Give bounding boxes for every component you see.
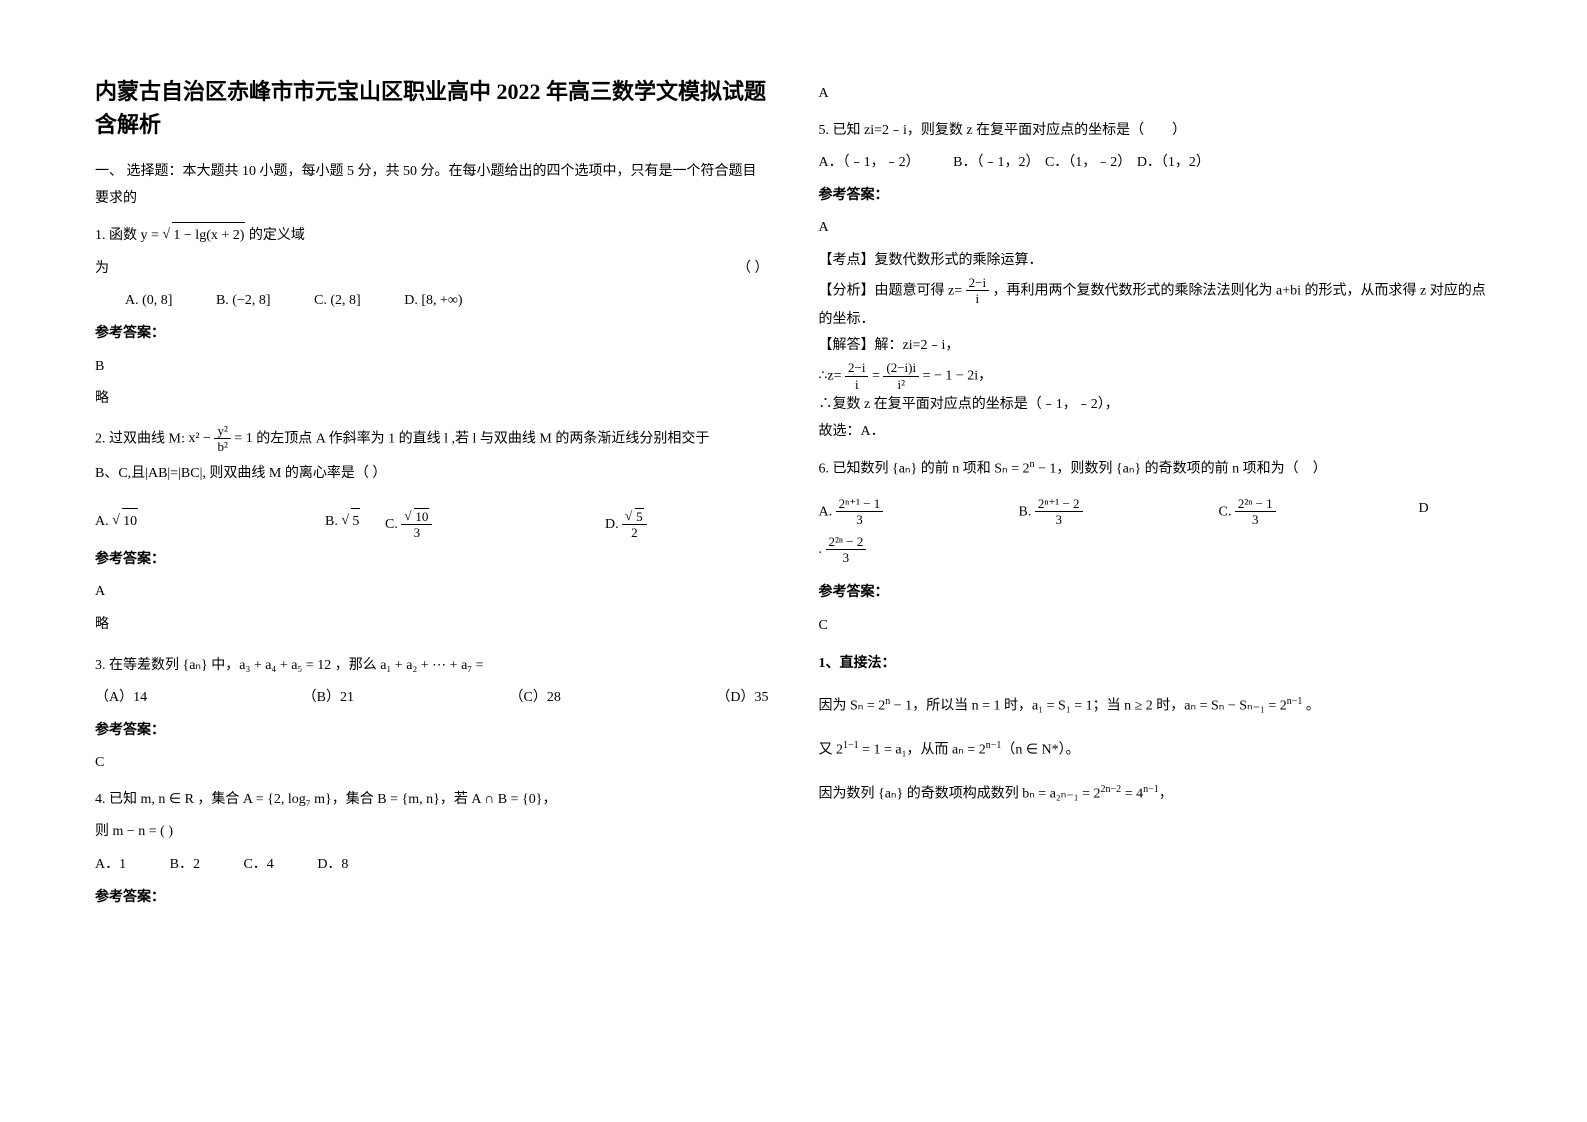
q5-jd4: 故选：A． <box>819 419 1493 446</box>
left-column: 内蒙古自治区赤峰市市元宝山区职业高中 2022 年高三数学文模拟试题含解析 一、… <box>95 75 769 917</box>
q1-suffix: 的定义域 <box>249 228 305 243</box>
q5-ans: A <box>819 215 1493 242</box>
q3-options: （A）14 （B）21 （C）28 （D）35 <box>95 685 769 712</box>
q2-stem: 2. 过双曲线 M: x² − y²b² = 1 的左顶点 A 作斜率为 1 的… <box>95 423 769 455</box>
q1-options: A. (0, 8] B. (−2, 8] C. (2, 8] D. [8, +∞… <box>95 288 769 315</box>
q5-stem: 5. 已知 zi=2﹣i，则复数 z 在复平面对应点的坐标是（ ） <box>819 118 1493 145</box>
q6-expl1: 因为 Sₙ = 2n − 1，所以当 n = 1 时，a₁ = S₁ = 1；当… <box>819 692 1493 720</box>
q2-optB: B. 5 <box>325 508 385 541</box>
page-container: 内蒙古自治区赤峰市市元宝山区职业高中 2022 年高三数学文模拟试题含解析 一、… <box>95 75 1492 917</box>
q3-optB: （B）21 <box>303 685 354 712</box>
q6-expl2: 又 21−1 = 1 = a₁，从而 aₙ = 2n−1（n ∈ N*）。 <box>819 736 1493 764</box>
q3-optA: （A）14 <box>95 685 147 712</box>
q1-optA: A. (0, 8] <box>125 288 172 315</box>
q5-options: A．（﹣1，﹣2） B．（﹣1，2） C．（1，﹣2） D．（1，2） <box>819 150 1493 177</box>
q6-optD: . 2²ⁿ − 23 <box>819 542 867 557</box>
q5-ans-label: 参考答案： <box>819 183 1493 210</box>
q1-optD: D. [8, +∞) <box>404 288 462 315</box>
q1-paren: （ ） <box>737 256 769 283</box>
q2-optD: D. 52 <box>605 508 647 541</box>
q6-method: 1、直接法： <box>819 651 1493 678</box>
q1-brief: 略 <box>95 386 769 413</box>
q5-fx: 【分析】由题意可得 z= 2−ii ，再利用两个复数代数形式的乘除法法则化为 a… <box>819 275 1493 334</box>
section-1-header: 一、 选择题：本大题共 10 小题，每小题 5 分，共 50 分。在每小题给出的… <box>95 159 769 212</box>
q2-rest: 的左顶点 A 作斜率为 1 的直线 l ,若 l 与双曲线 M 的两条渐近线分别… <box>256 431 709 446</box>
q2-brief: 略 <box>95 612 769 639</box>
q1-optB: B. (−2, 8] <box>216 288 271 315</box>
q5-optC: C．（1，﹣2） <box>1045 155 1131 170</box>
q2-optC: C. 103 <box>385 508 605 541</box>
q4-optA: A．1 <box>95 852 126 879</box>
q6-expl3: 因为数列 {aₙ} 的奇数项构成数列 bₙ = a₂ₙ₋₁ = 22n−2 = … <box>819 780 1493 808</box>
document-title: 内蒙古自治区赤峰市市元宝山区职业高中 2022 年高三数学文模拟试题含解析 <box>95 75 769 141</box>
q1-optC: C. (2, 8] <box>314 288 361 315</box>
q5-optB: B．（﹣1，2） <box>953 155 1039 170</box>
right-column: A 5. 已知 zi=2﹣i，则复数 z 在复平面对应点的坐标是（ ） A．（﹣… <box>819 75 1493 917</box>
q2-formula: x² − y²b² = 1 <box>188 431 252 446</box>
q4-optB: B．2 <box>170 852 200 879</box>
q2-prefix: 2. 过双曲线 M: <box>95 431 185 446</box>
q2-ans-label: 参考答案： <box>95 547 769 574</box>
q5-jd3: ∴复数 z 在复平面对应点的坐标是（﹣1，﹣2）， <box>819 392 1493 419</box>
q1-for: 为 <box>95 256 109 283</box>
q1-prefix: 1. 函数 <box>95 228 137 243</box>
q3-ans: C <box>95 750 769 777</box>
q4-line2: 则 m − n = ( ) <box>95 819 769 846</box>
q6-optB: B. 2ⁿ⁺¹ − 23 <box>1019 496 1219 528</box>
q5-optA: A．（﹣1，﹣2） <box>819 155 920 170</box>
q6-optC: C. 2²ⁿ − 13 <box>1219 496 1419 528</box>
q6-ans: C <box>819 613 1493 640</box>
q1-ans: B <box>95 354 769 381</box>
q5-jd2: ∴z= 2−ii = (2−i)ii² = − 1 − 2i， <box>819 360 1493 392</box>
q1-sqrt: 1 − lg(x + 2) <box>172 222 245 250</box>
q6-optD-label: D <box>1419 496 1429 528</box>
q6-ans-label: 参考答案： <box>819 580 1493 607</box>
q3-ans-label: 参考答案： <box>95 718 769 745</box>
q4-ans-label: 参考答案： <box>95 885 769 912</box>
q2-ans: A <box>95 579 769 606</box>
q5-optD: D．（1，2） <box>1137 155 1210 170</box>
q1-formula-y: y = <box>141 228 163 243</box>
q2-line2: B、C,且|AB|=|BC|, 则双曲线 M 的离心率是（ ） <box>95 461 769 488</box>
q3-optD: （D）35 <box>716 685 768 712</box>
q5-kd: 【考点】复数代数形式的乘除运算． <box>819 248 1493 275</box>
q6-optA: A. 2ⁿ⁺¹ − 13 <box>819 496 1019 528</box>
q2-options: A. 10 B. 5 C. 103 D. 52 <box>95 508 769 541</box>
q6-options-row1: A. 2ⁿ⁺¹ − 13 B. 2ⁿ⁺¹ − 23 C. 2²ⁿ − 13 D <box>819 496 1493 528</box>
q4-stem: 4. 已知 m, n ∈ R ，集合 A = {2, log₇ m}，集合 B … <box>95 787 769 814</box>
q4-optD: D．8 <box>317 852 348 879</box>
q3-stem: 3. 在等差数列 {aₙ} 中，a₃ + a₄ + a₅ = 12 ，那么 a₁… <box>95 653 769 680</box>
q6-options-row2: . 2²ⁿ − 23 <box>819 534 1493 566</box>
q2-optA: A. 10 <box>95 508 325 541</box>
q5-jd1: 【解答】解：zi=2﹣i， <box>819 333 1493 360</box>
q3-optC: （C）28 <box>510 685 561 712</box>
q1-ans-label: 参考答案： <box>95 321 769 348</box>
q4-ans: A <box>819 81 1493 108</box>
q4-optC: C．4 <box>243 852 273 879</box>
q6-stem: 6. 已知数列 {aₙ} 的前 n 项和 Sₙ = 2n − 1，则数列 {aₙ… <box>819 455 1493 483</box>
q4-options: A．1 B．2 C．4 D．8 <box>95 852 769 879</box>
q1-stem: 1. 函数 y = 1 − lg(x + 2) 的定义域 <box>95 222 769 250</box>
q1-line2: 为 （ ） <box>95 256 769 283</box>
